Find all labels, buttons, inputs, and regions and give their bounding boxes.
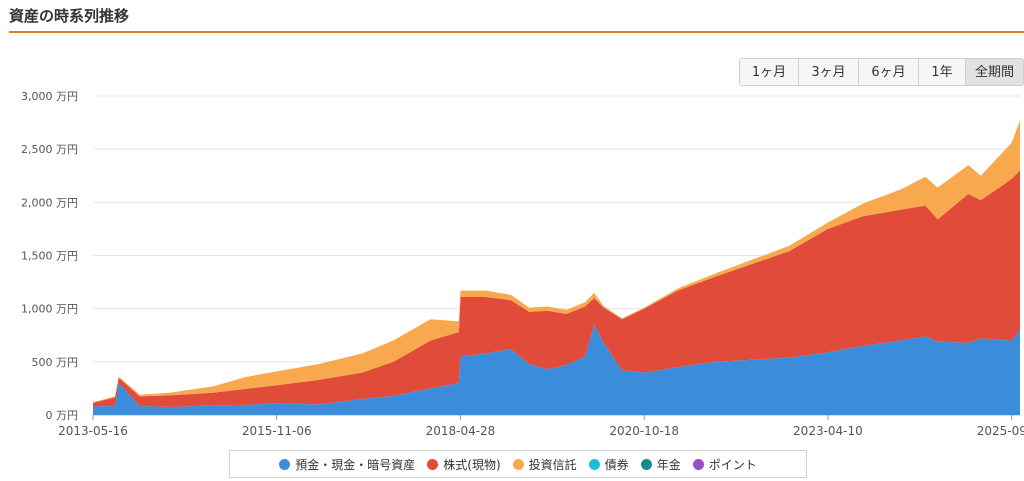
page-title: 資産の時系列推移	[9, 7, 130, 25]
legend-marker	[279, 458, 291, 470]
legend-label: 株式(現物)	[443, 457, 501, 472]
legend-marker	[692, 458, 704, 470]
legend-item[interactable]: 株式(現物)	[427, 456, 501, 473]
legend-item[interactable]: ポイント	[692, 456, 757, 473]
section-header: 資産の時系列推移	[9, 0, 1024, 33]
legend-item[interactable]: 年金	[640, 456, 681, 473]
legend-label: 投資信託	[528, 457, 577, 472]
legend-item[interactable]: 投資信託	[512, 456, 577, 473]
y-tick-label: 500 万円	[32, 356, 79, 369]
asset-area-chart: 0 万円 500 万円 1,000 万円 1,500 万円 2,000 万円 2,500 …	[21, 90, 1024, 438]
x-tick-label: 2020-10-18	[609, 424, 679, 438]
legend-marker	[427, 458, 439, 470]
range-button-all[interactable]: 全期間	[966, 58, 1024, 86]
legend-label: 預金・現金・暗号資産	[295, 457, 416, 472]
x-tick-label: 2015-11-06	[242, 424, 312, 438]
range-button-3m[interactable]: 3ヶ月	[799, 58, 859, 86]
legend-marker	[512, 458, 524, 470]
x-tick-label: 2025-09-30	[977, 424, 1024, 438]
x-tick-label: 2018-04-28	[426, 424, 496, 438]
range-button-1m[interactable]: 1ヶ月	[739, 58, 799, 86]
legend-marker	[640, 458, 652, 470]
series-area-1	[93, 170, 1020, 408]
x-tick-label: 2023-04-10	[793, 424, 863, 438]
range-button-1y[interactable]: 1年	[919, 58, 966, 86]
y-tick-label: 0 万円	[46, 409, 79, 422]
y-tick-label: 2,500 万円	[21, 143, 78, 156]
legend-marker	[588, 458, 600, 470]
legend-item[interactable]: 債券	[588, 456, 629, 473]
legend-item[interactable]: 預金・現金・暗号資産	[279, 456, 415, 473]
range-selector: 1ヶ月 3ヶ月 6ヶ月 1年 全期間	[739, 58, 1024, 86]
series-area-0	[93, 324, 1020, 415]
range-button-6m[interactable]: 6ヶ月	[859, 58, 919, 86]
y-tick-label: 2,000 万円	[21, 196, 78, 209]
legend-label: 年金	[656, 457, 681, 472]
y-tick-label: 1,000 万円	[21, 303, 78, 316]
legend-label: ポイント	[708, 457, 757, 472]
x-tick-label: 2013-05-16	[58, 424, 128, 438]
legend-label: 債券	[604, 457, 629, 472]
chart-legend: 預金・現金・暗号資産 株式(現物) 投資信託 債券 年金 ポイント	[229, 450, 807, 478]
y-tick-label: 1,500 万円	[21, 250, 78, 263]
y-tick-label: 3,000 万円	[21, 90, 78, 103]
